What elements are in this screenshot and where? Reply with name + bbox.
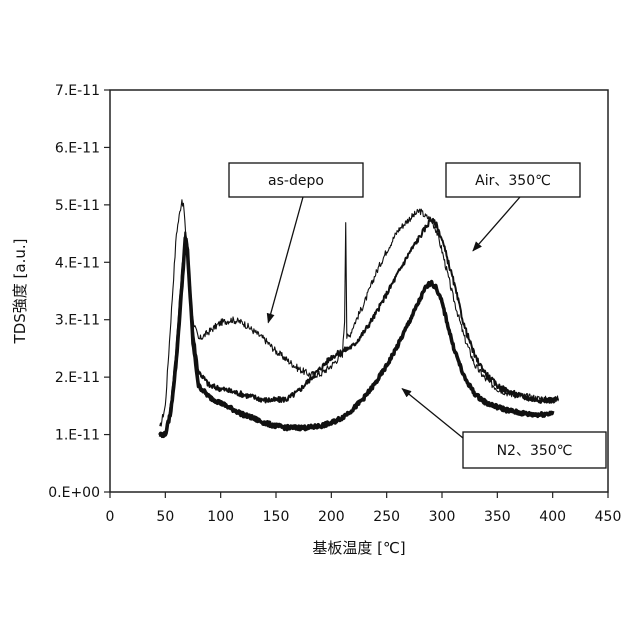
callout-label: N2、350℃ xyxy=(497,443,573,459)
y-tick-label: 6.E-11 xyxy=(55,140,100,156)
y-tick-label: 7.E-11 xyxy=(55,83,100,99)
y-tick-label: 3.E-11 xyxy=(55,313,100,329)
y-tick-label: 1.E-11 xyxy=(55,428,100,444)
x-tick-label: 250 xyxy=(373,509,400,525)
y-tick-label: 0.E+00 xyxy=(48,485,100,501)
callout-label: as-depo xyxy=(268,173,324,189)
x-tick-label: 350 xyxy=(484,509,511,525)
callout-label: Air、350℃ xyxy=(475,173,551,189)
x-tick-label: 300 xyxy=(429,509,456,525)
x-tick-label: 150 xyxy=(263,509,290,525)
y-tick-label: 4.E-11 xyxy=(55,255,100,271)
x-tick-label: 50 xyxy=(156,509,174,525)
y-tick-label: 5.E-11 xyxy=(55,198,100,214)
x-tick-label: 450 xyxy=(595,509,622,525)
x-tick-label: 400 xyxy=(539,509,566,525)
y-axis-label: TDS強度 [a.u.] xyxy=(11,239,29,345)
x-tick-label: 200 xyxy=(318,509,345,525)
x-axis-label: 基板温度 [℃] xyxy=(312,539,405,557)
x-tick-label: 100 xyxy=(207,509,234,525)
y-tick-label: 2.E-11 xyxy=(55,370,100,386)
x-tick-label: 0 xyxy=(106,509,115,525)
